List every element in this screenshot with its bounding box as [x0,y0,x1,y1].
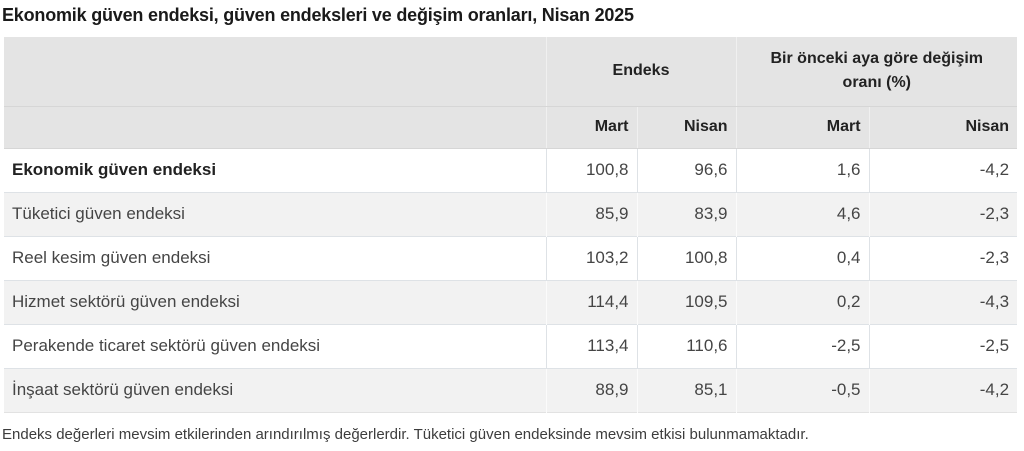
col-header-endeks-mart: Mart [545,106,637,149]
value-cell: -2,5 [868,323,1018,368]
value-cell: -4,2 [868,367,1018,412]
col-header-change-nisan: Nisan [868,106,1018,149]
value-cell: 100,8 [545,148,637,192]
value-cell: 85,1 [636,367,737,412]
corner-cell [4,37,546,107]
value-cell: 109,5 [636,279,737,324]
value-cell: 83,9 [636,191,737,236]
table-row: İnşaat sektörü güven endeksi 88,9 85,1 -… [4,367,1018,412]
value-cell: 96,6 [636,148,737,192]
value-cell: 114,4 [545,279,637,324]
value-cell: 110,6 [636,323,737,368]
row-label: Perakende ticaret sektörü güven endeksi [4,323,546,368]
value-cell: 0,2 [735,279,870,324]
value-cell: 100,8 [636,235,737,280]
table-row: Tüketici güven endeksi 85,9 83,9 4,6 -2,… [4,191,1018,236]
col-header-endeks-nisan: Nisan [636,106,737,149]
table-row: Perakende ticaret sektörü güven endeksi … [4,323,1018,368]
value-cell: 85,9 [545,191,637,236]
group-header-row: Endeks Bir önceki aya göre değişim oranı… [4,37,1018,107]
value-cell: -4,2 [868,148,1018,192]
value-cell: 0,4 [735,235,870,280]
group-header-endeks: Endeks [545,37,737,107]
sub-header-row: Mart Nisan Mart Nisan [4,106,1018,149]
value-cell: -4,3 [868,279,1018,324]
confidence-table: Endeks Bir önceki aya göre değişim oranı… [4,37,1018,413]
value-cell: 103,2 [545,235,637,280]
value-cell: 113,4 [545,323,637,368]
value-cell: 4,6 [735,191,870,236]
row-label: Tüketici güven endeksi [4,191,546,236]
page-title: Ekonomik güven endeksi, güven endeksleri… [2,5,634,25]
row-label: Hizmet sektörü güven endeksi [4,279,546,324]
row-label: İnşaat sektörü güven endeksi [4,367,546,412]
value-cell: -0,5 [735,367,870,412]
corner-cell [4,106,546,149]
value-cell: -2,5 [735,323,870,368]
row-label: Reel kesim güven endeksi [4,235,546,280]
value-cell: -2,3 [868,191,1018,236]
group-header-change: Bir önceki aya göre değişim oranı (%) [735,37,1018,107]
table-row: Reel kesim güven endeksi 103,2 100,8 0,4… [4,235,1018,280]
value-cell: 88,9 [545,367,637,412]
col-header-change-mart: Mart [735,106,870,149]
value-cell: 1,6 [735,148,870,192]
row-label: Ekonomik güven endeksi [4,148,546,192]
table-row: Ekonomik güven endeksi 100,8 96,6 1,6 -4… [4,148,1018,192]
value-cell: -2,3 [868,235,1018,280]
table-row: Hizmet sektörü güven endeksi 114,4 109,5… [4,279,1018,324]
footnote: Endeks değerleri mevsim etkilerinden arı… [2,425,809,443]
